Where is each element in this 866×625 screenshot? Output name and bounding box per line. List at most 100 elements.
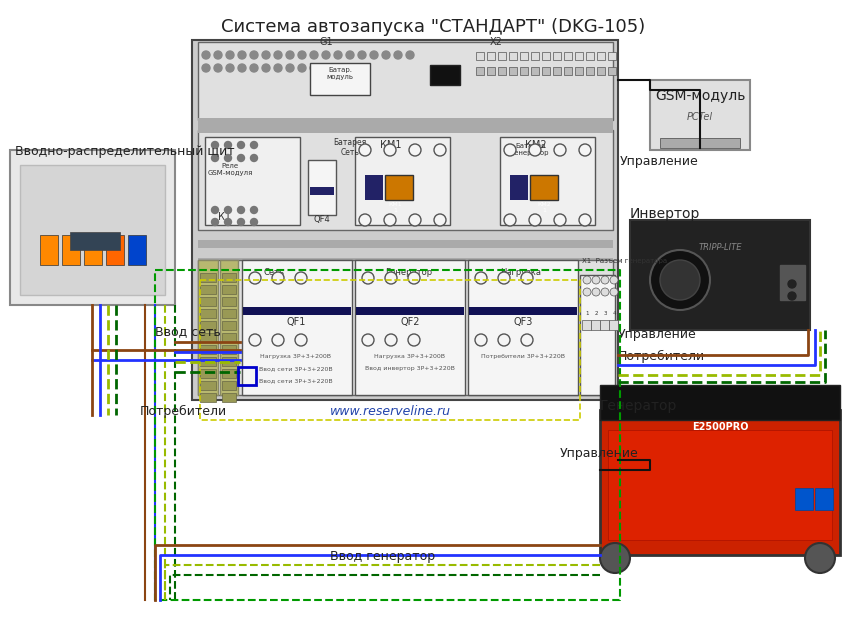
Circle shape	[238, 64, 246, 72]
Circle shape	[408, 334, 420, 346]
Circle shape	[295, 272, 307, 284]
Bar	[476, 52, 484, 60]
Bar	[531, 52, 539, 60]
Circle shape	[250, 154, 257, 161]
Bar	[509, 67, 517, 75]
Circle shape	[237, 154, 244, 161]
Text: QF3: QF3	[514, 317, 533, 327]
Text: GSM-модуль: GSM-модуль	[655, 89, 745, 103]
Bar	[70, 232, 120, 250]
Bar	[509, 52, 517, 60]
Circle shape	[250, 219, 257, 226]
Bar	[192, 40, 618, 400]
Text: X1  Разъем генератора: X1 Разъем генератора	[582, 258, 667, 264]
Circle shape	[521, 334, 533, 346]
Circle shape	[475, 272, 487, 284]
Bar	[198, 260, 218, 395]
Bar	[542, 67, 550, 75]
Circle shape	[554, 144, 566, 156]
Text: G1: G1	[320, 37, 333, 47]
Text: E2500PRO: E2500PRO	[692, 422, 748, 432]
Circle shape	[434, 214, 446, 226]
Bar	[468, 260, 578, 395]
Bar	[780, 265, 805, 300]
Bar	[575, 52, 583, 60]
Text: 4: 4	[612, 311, 616, 316]
Circle shape	[385, 272, 397, 284]
Bar	[200, 357, 216, 366]
Bar	[222, 333, 236, 342]
Bar	[476, 67, 484, 75]
Circle shape	[310, 64, 318, 72]
Bar	[20, 165, 165, 295]
Circle shape	[249, 272, 261, 284]
Bar	[660, 138, 740, 148]
Text: QF1: QF1	[287, 317, 306, 327]
Bar	[128, 235, 146, 265]
Circle shape	[298, 51, 306, 59]
Circle shape	[601, 288, 609, 296]
Bar	[520, 67, 528, 75]
Bar	[243, 307, 351, 315]
Circle shape	[498, 272, 510, 284]
Text: Управление: Управление	[560, 447, 639, 460]
Bar	[608, 67, 616, 75]
Circle shape	[211, 206, 218, 214]
Text: Система автозапуска "СТАНДАРТ" (DKG-105): Система автозапуска "СТАНДАРТ" (DKG-105)	[221, 18, 645, 36]
Circle shape	[238, 51, 246, 59]
Circle shape	[237, 141, 244, 149]
Bar	[198, 240, 613, 248]
Circle shape	[211, 141, 218, 149]
Circle shape	[600, 543, 630, 573]
Circle shape	[224, 154, 231, 161]
Bar	[200, 369, 216, 378]
Text: Батарея
Генератор: Батарея Генератор	[511, 143, 549, 156]
Bar	[198, 258, 613, 266]
Circle shape	[274, 51, 282, 59]
Bar	[582, 320, 591, 330]
Bar	[84, 235, 102, 265]
Bar	[355, 137, 450, 225]
Bar	[385, 175, 413, 200]
Circle shape	[382, 51, 390, 59]
Circle shape	[529, 214, 541, 226]
Text: КМ2: КМ2	[525, 140, 546, 150]
Bar	[815, 488, 833, 510]
Circle shape	[346, 51, 354, 59]
Bar	[355, 260, 465, 395]
Circle shape	[202, 51, 210, 59]
Bar	[200, 309, 216, 318]
Text: КМ2
1: КМ2 1	[537, 202, 551, 213]
Circle shape	[370, 51, 378, 59]
Text: Управление: Управление	[618, 328, 697, 341]
Bar	[222, 357, 236, 366]
Circle shape	[214, 64, 222, 72]
Bar	[553, 52, 561, 60]
Text: 3: 3	[604, 311, 607, 316]
Bar	[310, 63, 370, 95]
Bar	[310, 187, 334, 195]
Circle shape	[211, 154, 218, 161]
Bar	[542, 52, 550, 60]
Circle shape	[274, 64, 282, 72]
Text: Нагрузка: Нагрузка	[500, 268, 541, 277]
Bar	[597, 52, 605, 60]
Circle shape	[224, 219, 231, 226]
Circle shape	[579, 214, 591, 226]
Bar	[198, 130, 613, 230]
Circle shape	[385, 334, 397, 346]
Circle shape	[406, 51, 414, 59]
Text: Сеть: Сеть	[264, 268, 285, 277]
Circle shape	[384, 144, 396, 156]
Bar	[553, 67, 561, 75]
Circle shape	[610, 276, 618, 284]
Circle shape	[298, 64, 306, 72]
Bar	[198, 125, 613, 133]
Bar	[650, 80, 750, 150]
Bar	[586, 67, 594, 75]
Bar	[520, 52, 528, 60]
Bar	[40, 235, 58, 265]
Circle shape	[601, 276, 609, 284]
Bar	[308, 160, 336, 215]
Bar	[222, 321, 236, 330]
